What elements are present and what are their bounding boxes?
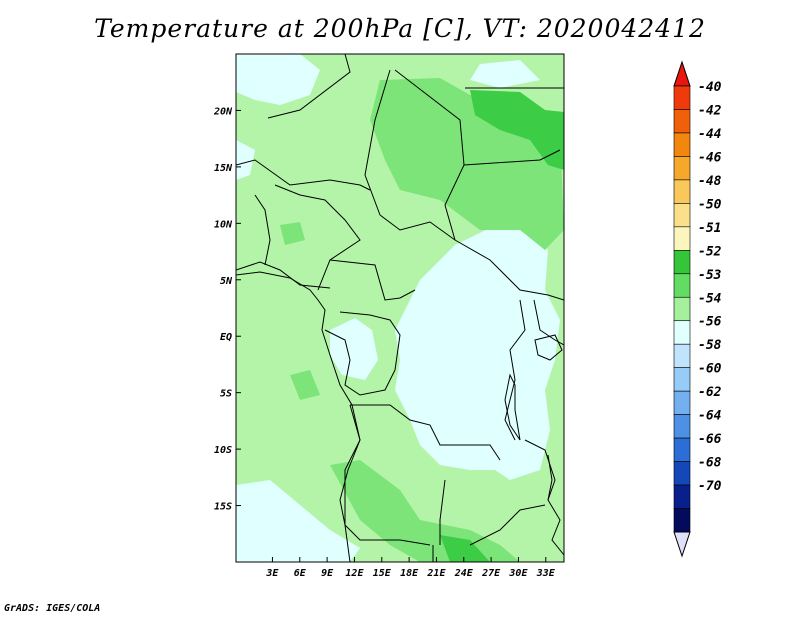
colorbar-swatch <box>673 132 691 157</box>
border-line <box>350 404 501 461</box>
border-line <box>379 214 564 301</box>
map-axes: 3E 6E 9E 12E 15E 18E 21E 24E 27E 30E 33E 20N 15N 10N 5… <box>213 106 556 579</box>
temperature-field <box>236 54 564 562</box>
colorbar-label: -54 <box>698 291 722 306</box>
lon-tick-label: 21E <box>426 568 446 579</box>
field-region-cyan-west <box>236 140 255 180</box>
colorbar-label: -60 <box>698 362 722 377</box>
border-line <box>254 194 271 266</box>
lat-tick-label: 15N <box>214 163 233 174</box>
border-line <box>236 261 331 289</box>
border-line <box>236 159 371 191</box>
field-region-darkgreen-se <box>440 535 490 562</box>
colorbar-swatch <box>673 296 691 322</box>
border-line <box>329 259 416 301</box>
map-frame <box>235 53 565 563</box>
field-region-darkgreen-ne <box>470 90 564 170</box>
lon-tick-label: 6E <box>294 568 307 579</box>
colorbar-swatch <box>673 226 691 251</box>
colorbar-swatch <box>673 414 691 439</box>
border-line <box>463 149 561 166</box>
colorbar-swatch <box>673 156 691 181</box>
country-borders <box>236 54 564 562</box>
colorbar-swatch <box>673 109 691 134</box>
field-region-green-coastal <box>290 370 320 400</box>
lon-tick-label: 30E <box>508 568 528 579</box>
colorbar-label: -68 <box>698 456 722 471</box>
colorbar-swatch <box>673 367 691 392</box>
colorbar-swatch <box>673 320 691 345</box>
field-region-cyan-coast <box>330 318 378 380</box>
lat-tick-label: 10S <box>214 445 232 456</box>
field-region-cyan-north <box>236 54 320 105</box>
border-line <box>267 54 351 119</box>
border-line <box>324 329 396 396</box>
colorbar-swatch <box>673 179 691 204</box>
colorbar-label: -46 <box>698 150 722 165</box>
lake-victoria <box>534 334 563 361</box>
colorbar-swatch <box>673 461 691 486</box>
border-line <box>469 504 546 546</box>
colorbar-label: -64 <box>698 409 722 424</box>
lake-tanganyika <box>504 373 521 441</box>
colorbar-swatch <box>673 250 691 275</box>
field-region-green-west <box>280 222 305 245</box>
colorbar-swatch <box>673 390 691 415</box>
lon-tick-label: 3E <box>265 568 279 579</box>
colorbar: -40 -42 -44 -46 -48 -50 -51 -52 -53 -54 -56 -58 -60 -… <box>673 60 722 558</box>
colorbar-label: -66 <box>698 432 722 447</box>
colorbar-swatch <box>673 508 691 533</box>
lon-tick-label: 33E <box>536 568 556 579</box>
colorbar-label: -58 <box>698 338 722 353</box>
colorbar-label: -44 <box>698 127 722 142</box>
colorbar-swatch <box>673 203 691 228</box>
colorbar-label: -52 <box>698 244 722 259</box>
field-region-green-south <box>330 460 520 562</box>
lat-tick-label: EQ <box>220 332 232 343</box>
colorbar-top-arrow <box>673 60 691 87</box>
field-region-cyan-central <box>395 228 560 480</box>
lake-malawi <box>547 454 553 501</box>
lon-tick-label: 12E <box>345 568 364 579</box>
border-line <box>364 69 391 216</box>
field-region-cyan-ne <box>470 60 540 88</box>
lat-tick-label: 10N <box>214 219 233 230</box>
lon-tick-label: 15E <box>373 568 392 579</box>
lon-tick-label: 9E <box>321 568 334 579</box>
colorbar-label: -48 <box>698 174 722 189</box>
colorbar-label: -51 <box>698 221 721 236</box>
lat-tick-label: 5N <box>220 276 233 287</box>
colorbar-label: -62 <box>698 385 722 400</box>
colorbar-swatch <box>673 273 691 298</box>
lat-tick-label: 15S <box>214 502 232 513</box>
lon-tick-label: 27E <box>481 568 501 579</box>
colorbar-swatch <box>673 85 691 110</box>
colorbar-swatch <box>673 484 691 509</box>
border-line <box>533 299 564 346</box>
border-line <box>439 479 446 545</box>
colorbar-bottom-arrow <box>673 531 691 558</box>
colorbar-label: -56 <box>698 315 722 330</box>
lat-tick-label: 5S <box>220 389 232 400</box>
colorbar-swatch <box>673 343 691 368</box>
border-line <box>339 311 401 371</box>
colorbar-label: -53 <box>698 268 722 283</box>
coastline <box>236 271 361 562</box>
lon-tick-label: 18E <box>400 568 419 579</box>
border-line <box>504 299 526 441</box>
colorbar-label: -40 <box>698 80 722 95</box>
colorbar-label: -42 <box>698 103 722 118</box>
colorbar-label: -70 <box>698 479 722 494</box>
field-region-cyan-sw <box>236 480 360 562</box>
colorbar-swatch <box>673 437 691 462</box>
grads-credit: GrADS: IGES/COLA <box>4 603 101 614</box>
lat-tick-label: 20N <box>213 106 233 117</box>
lon-tick-label: 24E <box>454 568 474 579</box>
colorbar-label: -50 <box>698 197 722 212</box>
map-title: Temperature at 200hPa [C], VT: 202004241… <box>94 14 706 43</box>
